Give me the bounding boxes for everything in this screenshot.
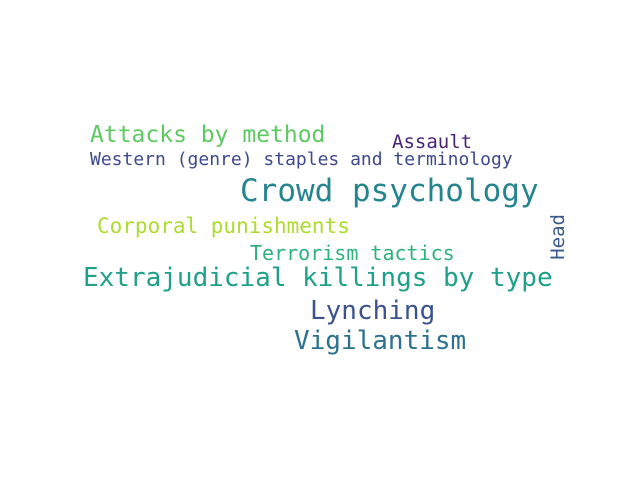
word-vigilantism: Vigilantism [294, 326, 467, 356]
word-corporal-punishments: Corporal punishments [97, 214, 350, 238]
word-assault: Assault [392, 131, 473, 153]
word-western-genre: Western (genre) staples and terminology [90, 149, 513, 170]
word-extrajudicial-killings: Extrajudicial killings by type [83, 263, 553, 293]
word-terrorism-tactics: Terrorism tactics [250, 241, 455, 265]
word-lynching: Lynching [310, 296, 436, 326]
word-attacks-by-method: Attacks by method [90, 122, 326, 148]
word-head: Head [547, 214, 569, 260]
word-crowd-psychology: Crowd psychology [240, 173, 539, 209]
